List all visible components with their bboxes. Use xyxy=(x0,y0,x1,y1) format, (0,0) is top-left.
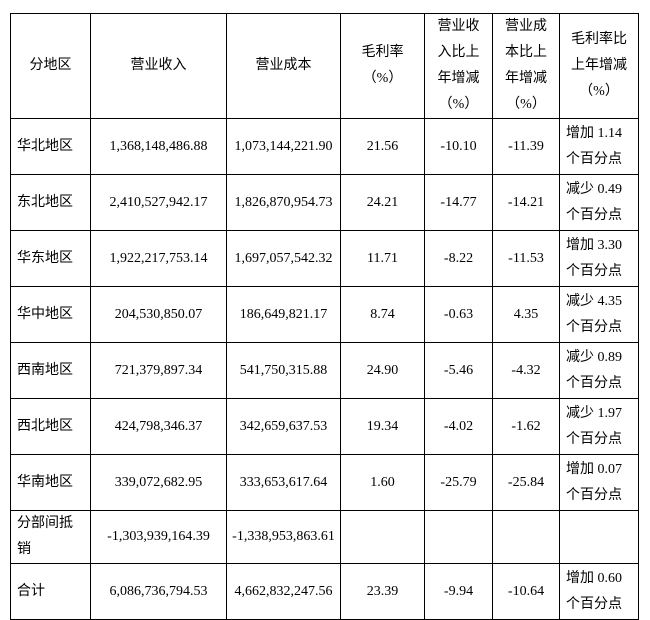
cell-cost_yoy: -4.32 xyxy=(492,342,560,399)
cell-cost_yoy: -14.21 xyxy=(492,174,560,231)
cell-revenue_yoy: -5.46 xyxy=(424,342,493,399)
cell-revenue_yoy: -8.22 xyxy=(424,230,493,287)
table-row: 东北地区 2,410,527,942.17 1,826,870,954.73 24.2… xyxy=(10,174,639,231)
column-header-region: 分地区 xyxy=(10,13,91,119)
cell-margin_yoy: 减少 0.49 个百分点 xyxy=(559,174,639,231)
column-header-margin-yoy: 毛利率比 上年增减 （%） xyxy=(559,13,639,119)
cell-cost: 4,662,832,247.56 xyxy=(226,563,341,620)
cell-region: 西北地区 xyxy=(10,398,91,455)
cell-revenue: 339,072,682.95 xyxy=(90,454,227,511)
cell-revenue_yoy xyxy=(424,510,493,564)
cell-cost: 333,653,617.64 xyxy=(226,454,341,511)
cell-region: 东北地区 xyxy=(10,174,91,231)
cell-margin: 24.90 xyxy=(340,342,425,399)
cell-revenue: 2,410,527,942.17 xyxy=(90,174,227,231)
table-row: 华北地区 1,368,148,486.88 1,073,144,221.90 21.5… xyxy=(10,118,639,175)
cell-cost_yoy xyxy=(492,510,560,564)
cell-margin: 23.39 xyxy=(340,563,425,620)
cell-cost: 342,659,637.53 xyxy=(226,398,341,455)
cell-cost: 186,649,821.17 xyxy=(226,286,341,343)
cell-revenue: 1,922,217,753.14 xyxy=(90,230,227,287)
cell-cost_yoy: -10.64 xyxy=(492,563,560,620)
cell-margin_yoy: 增加 0.07 个百分点 xyxy=(559,454,639,511)
cell-region: 西南地区 xyxy=(10,342,91,399)
cell-region: 合计 xyxy=(10,563,91,620)
cell-revenue: 204,530,850.07 xyxy=(90,286,227,343)
cell-revenue_yoy: -25.79 xyxy=(424,454,493,511)
table-row: 西北地区 424,798,346.37 342,659,637.53 19.34 -4.… xyxy=(10,398,639,455)
cell-margin_yoy xyxy=(559,510,639,564)
regional-financial-table: 分地区 营业收入 营业成本 毛利率 （%） 营业收 入比上 年增减 （%） 营业… xyxy=(10,13,639,620)
cell-revenue_yoy: -4.02 xyxy=(424,398,493,455)
table-row: 华东地区 1,922,217,753.14 1,697,057,542.32 11.7… xyxy=(10,230,639,287)
cell-cost_yoy: -11.53 xyxy=(492,230,560,287)
cell-region: 华东地区 xyxy=(10,230,91,287)
cell-region: 分部间抵 销 xyxy=(10,510,91,564)
table-row: 分部间抵 销 -1,303,939,164.39 -1,338,953,863.61 xyxy=(10,510,639,564)
cell-revenue: 424,798,346.37 xyxy=(90,398,227,455)
cell-margin_yoy: 增加 1.14 个百分点 xyxy=(559,118,639,175)
cell-margin xyxy=(340,510,425,564)
table-row: 合计 6,086,736,794.53 4,662,832,247.56 23.39-… xyxy=(10,563,639,620)
cell-margin: 19.34 xyxy=(340,398,425,455)
cell-margin_yoy: 增加 3.30 个百分点 xyxy=(559,230,639,287)
table-row: 西南地区 721,379,897.34 541,750,315.88 24.90 -5.… xyxy=(10,342,639,399)
cell-margin_yoy: 减少 4.35 个百分点 xyxy=(559,286,639,343)
cell-margin: 11.71 xyxy=(340,230,425,287)
cell-revenue: 6,086,736,794.53 xyxy=(90,563,227,620)
cell-revenue: -1,303,939,164.39 xyxy=(90,510,227,564)
cell-revenue_yoy: -0.63 xyxy=(424,286,493,343)
cell-cost: 1,697,057,542.32 xyxy=(226,230,341,287)
cell-cost: 541,750,315.88 xyxy=(226,342,341,399)
cell-revenue_yoy: -10.10 xyxy=(424,118,493,175)
cell-revenue: 721,379,897.34 xyxy=(90,342,227,399)
cell-region: 华中地区 xyxy=(10,286,91,343)
cell-revenue_yoy: -14.77 xyxy=(424,174,493,231)
table-row: 华中地区 204,530,850.07 186,649,821.17 8.74 -0.6… xyxy=(10,286,639,343)
cell-revenue_yoy: -9.94 xyxy=(424,563,493,620)
header-row: 分地区 营业收入 营业成本 毛利率 （%） 营业收 入比上 年增减 （%） 营业… xyxy=(10,13,639,119)
cell-cost: 1,826,870,954.73 xyxy=(226,174,341,231)
table-body: 华北地区 1,368,148,486.88 1,073,144,221.90 21.5… xyxy=(10,118,639,620)
cell-margin_yoy: 减少 1.97 个百分点 xyxy=(559,398,639,455)
cell-margin_yoy: 减少 0.89 个百分点 xyxy=(559,342,639,399)
regional-financial-table-container: 分地区 营业收入 营业成本 毛利率 （%） 营业收 入比上 年增减 （%） 营业… xyxy=(10,13,639,620)
cell-margin: 8.74 xyxy=(340,286,425,343)
cell-cost_yoy: -25.84 xyxy=(492,454,560,511)
cell-margin_yoy: 增加 0.60 个百分点 xyxy=(559,563,639,620)
column-header-cost: 营业成本 xyxy=(226,13,341,119)
cell-cost_yoy: -11.39 xyxy=(492,118,560,175)
cell-region: 华北地区 xyxy=(10,118,91,175)
column-header-margin: 毛利率 （%） xyxy=(340,13,425,119)
column-header-cost-yoy: 营业成 本比上 年增减 （%） xyxy=(492,13,560,119)
cell-cost_yoy: 4.35 xyxy=(492,286,560,343)
cell-cost_yoy: -1.62 xyxy=(492,398,560,455)
table-row: 华南地区 339,072,682.95 333,653,617.64 1.60 -25.… xyxy=(10,454,639,511)
cell-cost: 1,073,144,221.90 xyxy=(226,118,341,175)
table-header: 分地区 营业收入 营业成本 毛利率 （%） 营业收 入比上 年增减 （%） 营业… xyxy=(10,13,639,119)
column-header-revenue-yoy: 营业收 入比上 年增减 （%） xyxy=(424,13,493,119)
cell-revenue: 1,368,148,486.88 xyxy=(90,118,227,175)
cell-margin: 1.60 xyxy=(340,454,425,511)
column-header-revenue: 营业收入 xyxy=(90,13,227,119)
cell-region: 华南地区 xyxy=(10,454,91,511)
cell-cost: -1,338,953,863.61 xyxy=(226,510,341,564)
cell-margin: 21.56 xyxy=(340,118,425,175)
cell-margin: 24.21 xyxy=(340,174,425,231)
